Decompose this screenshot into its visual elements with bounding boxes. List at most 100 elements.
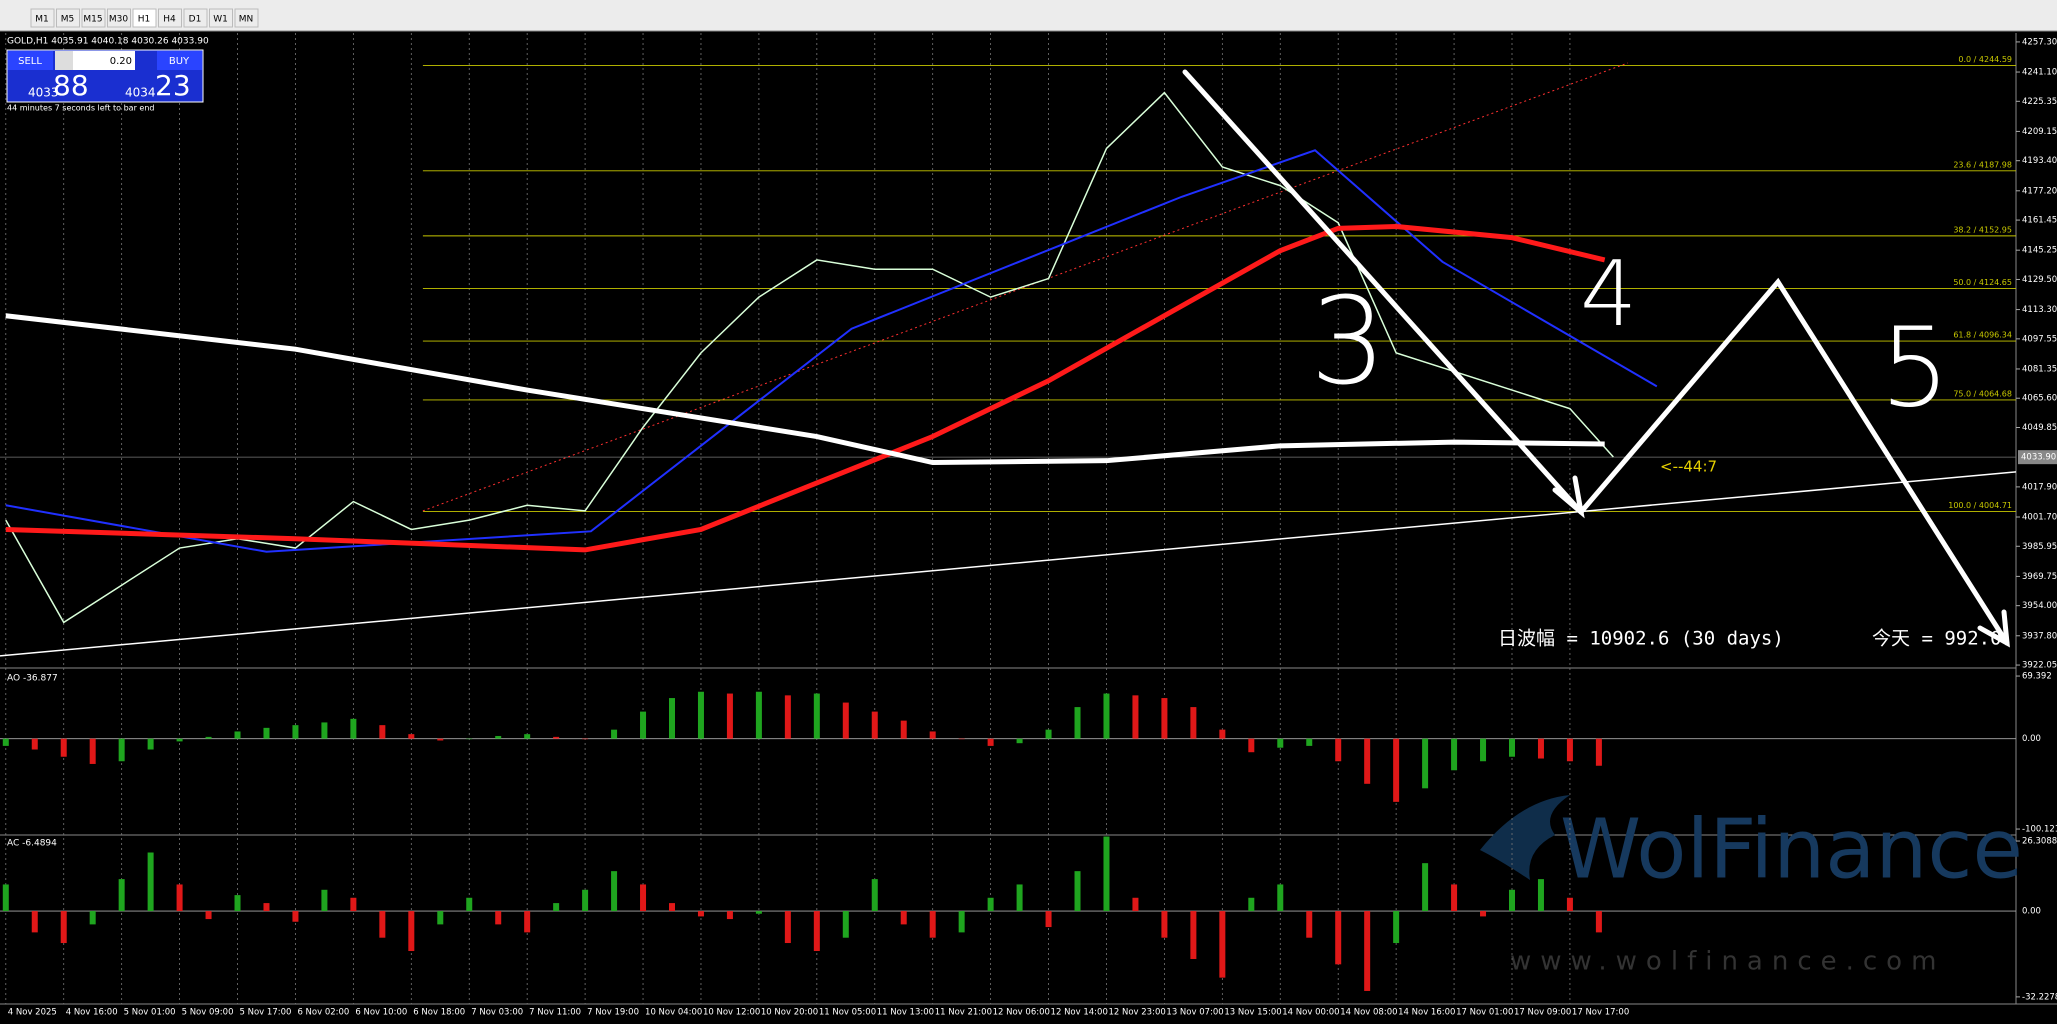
histogram-bar [1016, 738, 1023, 744]
buy-label: BUY [169, 56, 190, 67]
histogram-bar [321, 722, 328, 739]
x-tick-label: 7 Nov 11:00 [529, 1008, 581, 1018]
x-tick-label: 12 Nov 06:00 [993, 1008, 1050, 1018]
y-tick-label: 26.3088 [2022, 837, 2057, 847]
histogram-bar [147, 738, 154, 750]
y-tick-label: 3922.05 [2022, 661, 2057, 671]
x-tick-label: 11 Nov 13:00 [877, 1008, 934, 1018]
y-tick-label: 0.00 [2022, 734, 2041, 744]
histogram-bar [466, 738, 473, 740]
y-tick-label: 3937.80 [2022, 631, 2057, 641]
histogram-bar [669, 903, 675, 912]
bid-small: 4033 [28, 86, 59, 100]
histogram-bar [640, 711, 647, 739]
histogram-bar [582, 889, 589, 912]
y-tick-label: 4145.25 [2022, 246, 2057, 256]
histogram-bar [1422, 738, 1429, 789]
y-tick-label: 4001.70 [2022, 513, 2057, 523]
histogram-bar [669, 698, 675, 739]
fib-label: 75.0 / 4064.68 [1953, 389, 2012, 398]
timeframe-button [132, 8, 157, 28]
x-tick-label: 11 Nov 05:00 [819, 1008, 876, 1018]
histogram-bar [263, 903, 270, 912]
histogram-bar [31, 738, 38, 750]
histogram-bar [321, 889, 328, 912]
sell-button[interactable] [8, 51, 53, 70]
histogram-bar [1016, 884, 1023, 912]
histogram-bar [842, 911, 849, 938]
y-tick-label: 3985.95 [2022, 542, 2057, 552]
buy-button[interactable] [157, 51, 202, 70]
x-tick-label: 6 Nov 18:00 [413, 1008, 465, 1018]
histogram-bar [553, 903, 560, 912]
y-tick-label: 4193.40 [2022, 156, 2057, 166]
histogram-bar [1045, 729, 1052, 739]
ask-big: 23 [155, 69, 191, 102]
histogram-bar [350, 718, 357, 739]
forecast-line [422, 62, 1629, 512]
histogram-bar [1451, 884, 1458, 912]
histogram-bar [1074, 871, 1081, 912]
histogram-bar [958, 738, 965, 740]
histogram-bar [1074, 707, 1081, 739]
symbol-line: GOLD,H1 4035.91 4040.18 4030.26 4033.90 [7, 37, 209, 47]
histogram-bar [900, 720, 907, 739]
histogram-bar [611, 871, 618, 912]
histogram-bar [1537, 738, 1544, 759]
timeframe-button [209, 8, 233, 28]
x-tick-label: 17 Nov 01:00 [1456, 1008, 1513, 1018]
ao-label: AO -36.877 [7, 674, 58, 684]
histogram-bar [89, 738, 96, 764]
histogram-bar [1509, 889, 1515, 912]
x-tick-label: 4 Nov 2025 [8, 1008, 57, 1018]
wave-label: 5 [1880, 303, 1950, 431]
lot-input[interactable] [73, 51, 135, 70]
wave-arrow [1182, 69, 1584, 515]
timeframe-label: M30 [109, 15, 128, 25]
histogram-bar [987, 897, 994, 912]
y-tick-label: 4017.90 [2022, 482, 2057, 492]
fib-label: 23.6 / 4187.98 [1953, 160, 2012, 169]
y-tick-label: 4049.85 [2022, 423, 2057, 433]
histogram-bar [900, 911, 907, 925]
histogram-bar [1335, 738, 1342, 762]
histogram-bar [871, 711, 878, 739]
x-tick-label: 5 Nov 09:00 [182, 1008, 234, 1018]
current-price-box [2018, 450, 2057, 465]
lot-dropdown[interactable] [55, 51, 73, 70]
ask-small: 4034 [125, 86, 156, 100]
fib-label: 61.8 / 4096.34 [1953, 331, 2012, 340]
histogram-bar [263, 727, 270, 739]
y-tick-label: 0.00 [2022, 907, 2041, 917]
histogram-bar [1161, 911, 1168, 938]
fib-label: 0.0 / 4244.59 [1958, 55, 2012, 64]
wave-label: 3 [1310, 273, 1386, 412]
histogram-bar [697, 911, 704, 917]
x-tick-label: 11 Nov 21:00 [935, 1008, 992, 1018]
timeframe-label: MN [239, 15, 254, 25]
histogram-bar [2, 738, 9, 746]
y-tick-label: 3969.75 [2022, 572, 2057, 582]
watermark-logo [1480, 795, 1570, 880]
x-tick-label: 6 Nov 10:00 [355, 1008, 407, 1018]
histogram-bar [524, 734, 531, 739]
histogram-bar [784, 695, 791, 739]
histogram-bar [1306, 911, 1313, 938]
today-range: 今天 = 992.0 [1872, 628, 2002, 650]
timeframe-button [107, 8, 131, 28]
histogram-bar [1190, 911, 1197, 960]
timeframe-button [56, 8, 80, 28]
histogram-bar [958, 911, 965, 933]
histogram-bar [89, 911, 96, 925]
histogram-bar [784, 911, 791, 944]
histogram-bar [813, 693, 820, 739]
bid-big: 88 [53, 69, 89, 102]
histogram-bar [147, 852, 154, 912]
x-tick-label: 12 Nov 23:00 [1108, 1008, 1165, 1018]
histogram-bar [1161, 698, 1168, 739]
histogram-bar [495, 735, 502, 739]
watermark-brand: WolFinance [1560, 802, 2023, 897]
wave-label: 4 [1580, 242, 1637, 347]
histogram-bar [582, 738, 589, 740]
